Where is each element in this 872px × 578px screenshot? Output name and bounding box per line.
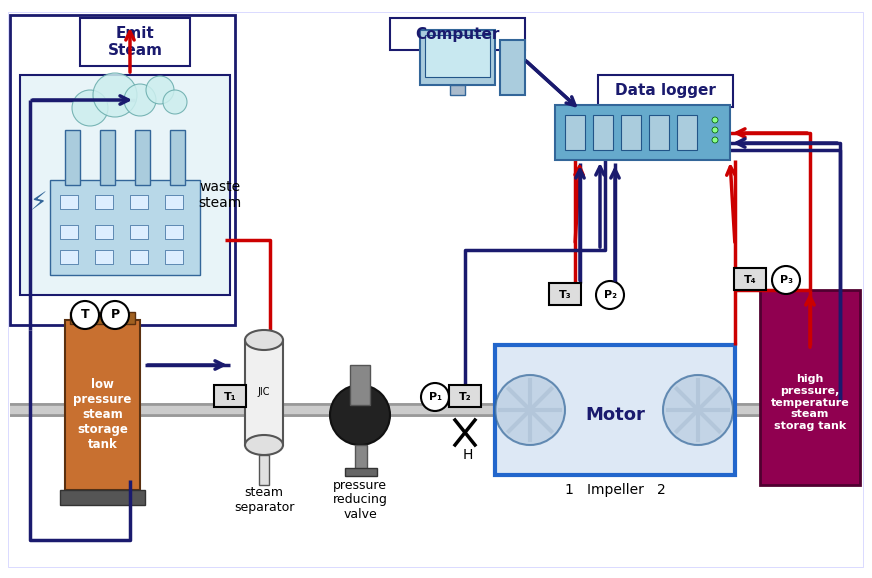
Text: waste
steam: waste steam bbox=[198, 180, 242, 210]
Bar bbox=[355, 445, 367, 470]
Bar bbox=[621, 115, 641, 150]
Circle shape bbox=[772, 266, 800, 294]
Text: 1   Impeller   2: 1 Impeller 2 bbox=[565, 483, 665, 497]
Bar bbox=[130, 195, 148, 209]
Bar bbox=[760, 290, 860, 485]
Text: Computer: Computer bbox=[415, 27, 499, 42]
Bar bbox=[95, 195, 113, 209]
Bar bbox=[60, 490, 145, 505]
Bar bbox=[130, 250, 148, 264]
Bar bbox=[95, 225, 113, 239]
Circle shape bbox=[146, 76, 174, 104]
Text: pressure
reducing
valve: pressure reducing valve bbox=[332, 479, 387, 521]
Bar bbox=[60, 195, 78, 209]
Bar bbox=[60, 250, 78, 264]
Bar bbox=[495, 345, 735, 475]
Bar bbox=[565, 115, 585, 150]
Bar bbox=[734, 268, 766, 290]
Circle shape bbox=[72, 90, 108, 126]
Bar bbox=[165, 225, 183, 239]
Bar bbox=[65, 130, 80, 185]
Bar bbox=[598, 75, 733, 107]
Bar bbox=[449, 385, 481, 407]
Bar bbox=[80, 18, 190, 66]
Circle shape bbox=[596, 281, 624, 309]
Text: P₃: P₃ bbox=[780, 275, 793, 285]
Text: T₂: T₂ bbox=[459, 392, 471, 402]
Text: H: H bbox=[463, 448, 473, 462]
Text: T₃: T₃ bbox=[559, 290, 571, 300]
Circle shape bbox=[93, 73, 137, 117]
Bar bbox=[390, 18, 525, 50]
Ellipse shape bbox=[245, 330, 283, 350]
Bar bbox=[593, 115, 613, 150]
Text: P₁: P₁ bbox=[428, 392, 441, 402]
Text: P: P bbox=[111, 309, 119, 321]
Circle shape bbox=[712, 127, 718, 133]
Circle shape bbox=[712, 137, 718, 143]
Bar bbox=[500, 40, 525, 95]
Text: P₂: P₂ bbox=[603, 290, 617, 300]
Bar bbox=[555, 105, 730, 160]
Text: ⚡: ⚡ bbox=[30, 191, 47, 215]
Bar bbox=[259, 455, 269, 485]
Circle shape bbox=[71, 301, 99, 329]
Bar bbox=[65, 320, 140, 490]
Text: JIC: JIC bbox=[258, 387, 270, 397]
Circle shape bbox=[663, 375, 733, 445]
Bar bbox=[425, 35, 490, 77]
Bar bbox=[60, 225, 78, 239]
Text: T: T bbox=[81, 309, 89, 321]
Circle shape bbox=[495, 375, 565, 445]
Circle shape bbox=[421, 383, 449, 411]
Circle shape bbox=[330, 385, 390, 445]
Bar bbox=[50, 180, 200, 275]
Text: low
pressure
steam
storage
tank: low pressure steam storage tank bbox=[73, 379, 132, 451]
Text: Motor: Motor bbox=[585, 406, 645, 424]
Bar bbox=[677, 115, 697, 150]
Bar bbox=[165, 250, 183, 264]
Bar bbox=[10, 15, 235, 325]
Text: high
pressure,
temperature
steam
storag tank: high pressure, temperature steam storag … bbox=[771, 375, 849, 431]
Circle shape bbox=[124, 84, 156, 116]
Bar bbox=[95, 250, 113, 264]
Bar bbox=[420, 30, 495, 85]
Bar bbox=[245, 340, 283, 445]
Bar bbox=[20, 75, 230, 295]
Text: T₄: T₄ bbox=[744, 275, 756, 285]
Bar bbox=[450, 85, 465, 95]
Bar bbox=[170, 130, 185, 185]
Ellipse shape bbox=[245, 435, 283, 455]
Bar bbox=[70, 312, 135, 324]
Bar bbox=[649, 115, 669, 150]
Text: T₁: T₁ bbox=[224, 392, 236, 402]
Circle shape bbox=[101, 301, 129, 329]
Bar bbox=[100, 130, 115, 185]
Bar bbox=[350, 365, 370, 405]
Bar bbox=[135, 130, 150, 185]
Text: steam
separator: steam separator bbox=[234, 486, 294, 514]
Bar bbox=[130, 225, 148, 239]
Bar bbox=[165, 195, 183, 209]
Circle shape bbox=[712, 117, 718, 123]
Bar bbox=[549, 283, 581, 305]
Circle shape bbox=[163, 90, 187, 114]
Text: Emit
Steam: Emit Steam bbox=[107, 26, 162, 58]
Text: Data logger: Data logger bbox=[615, 83, 715, 98]
Bar bbox=[345, 468, 377, 476]
Bar bbox=[214, 385, 246, 407]
